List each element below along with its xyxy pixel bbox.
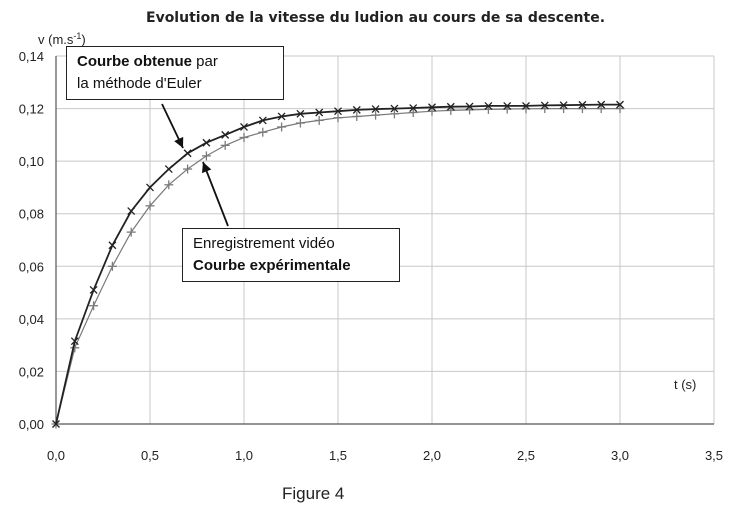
data-point-x-marker <box>52 420 60 428</box>
y-tick-label: 0,14 <box>19 49 44 64</box>
data-point-x-marker <box>428 103 436 112</box>
data-point-x-marker <box>146 183 154 192</box>
data-point-x-marker <box>240 123 248 131</box>
data-point-x-marker <box>183 149 192 158</box>
euler-callout-line1: Courbe obtenue par <box>77 51 273 73</box>
y-tick-label: 0,04 <box>19 312 44 327</box>
data-point-x-marker <box>89 285 98 294</box>
chart-title: Evolution de la vitesse du ludion au cou… <box>146 10 605 26</box>
data-point-x-marker <box>127 207 136 216</box>
euler-callout-bold: Courbe obtenue <box>77 53 192 70</box>
x-tick-label: 3,5 <box>705 448 723 463</box>
data-point-plus-marker <box>314 115 324 125</box>
data-point-x-marker <box>597 100 606 109</box>
x-tick-label: 1,0 <box>235 448 253 463</box>
data-point-x-marker <box>277 112 286 121</box>
video-callout-line1: Enregistrement vidéo <box>193 235 335 252</box>
video-arrow <box>201 161 229 227</box>
data-point-x-marker <box>334 107 342 116</box>
data-point-plus-marker <box>371 110 381 120</box>
data-point-plus-marker <box>239 132 249 142</box>
figure-label: Figure 4 <box>282 484 345 503</box>
data-point-x-marker <box>578 100 587 109</box>
data-point-x-marker <box>164 165 173 173</box>
euler-callout: Courbe obtenue par la méthode d'Euler <box>66 46 284 100</box>
euler-callout-rest: par <box>192 53 218 70</box>
video-callout: Enregistrement vidéo Courbe expérimental… <box>182 228 400 282</box>
data-point-plus-marker <box>333 113 343 123</box>
data-point-plus-marker <box>183 164 193 174</box>
data-point-x-marker <box>409 104 418 113</box>
data-point-x-marker <box>221 130 230 139</box>
data-point-x-marker <box>202 138 211 147</box>
y-tick-label: 0,12 <box>19 102 44 117</box>
data-point-x-marker <box>352 105 361 114</box>
y-tick-label: 0,10 <box>19 154 44 169</box>
data-point-plus-marker <box>596 104 606 114</box>
data-point-plus-marker <box>295 118 305 128</box>
data-point-plus-marker <box>145 201 155 211</box>
data-point-x-marker <box>465 102 474 111</box>
data-point-x-marker <box>315 108 324 117</box>
x-axis-label: t (s) <box>674 377 696 392</box>
data-point-x-marker <box>503 101 512 110</box>
y-axis-label: v (m.s-1) <box>38 31 86 47</box>
data-point-x-marker <box>108 241 117 250</box>
annotation-arrows <box>161 103 229 227</box>
data-point-plus-marker <box>89 301 99 311</box>
data-point-x-marker <box>616 100 624 109</box>
x-tick-label: 2,5 <box>517 448 535 463</box>
data-point-plus-marker <box>258 127 268 137</box>
data-point-plus-marker <box>389 109 399 119</box>
data-point-plus-marker <box>220 140 230 150</box>
y-tick-label: 0,02 <box>19 364 44 379</box>
data-point-plus-marker <box>164 180 174 190</box>
data-point-x-marker <box>559 101 568 110</box>
y-tick-label: 0,06 <box>19 259 44 274</box>
data-point-x-marker <box>522 101 530 110</box>
y-tick-label: 0,08 <box>19 207 44 222</box>
x-tick-label: 0,5 <box>141 448 159 463</box>
y-tick-label: 0,00 <box>19 417 44 432</box>
data-point-plus-marker <box>107 261 117 271</box>
data-point-x-marker <box>446 102 455 111</box>
data-point-x-marker <box>540 101 549 110</box>
tick-labels: 0,0 0,5 1,0 1,5 2,0 2,5 3,0 3,5 0,00 0,02 0,04 0,06… <box>19 49 723 463</box>
data-point-plus-marker <box>408 108 418 118</box>
series-layer <box>51 100 625 429</box>
data-point-plus-marker <box>126 227 136 237</box>
x-tick-label: 0,0 <box>47 448 65 463</box>
data-point-plus-marker <box>352 111 362 121</box>
data-point-x-marker <box>258 116 267 125</box>
data-point-x-marker <box>296 109 305 118</box>
data-point-x-marker <box>70 337 79 346</box>
x-tick-label: 3,0 <box>611 448 629 463</box>
data-point-plus-marker <box>615 104 625 114</box>
x-tick-label: 1,5 <box>329 448 347 463</box>
data-point-x-marker <box>390 104 399 113</box>
data-point-x-marker <box>371 105 380 114</box>
data-point-plus-marker <box>277 122 287 132</box>
euler-arrow <box>161 103 184 149</box>
data-point-plus-marker <box>201 151 211 161</box>
data-point-x-marker <box>484 101 493 110</box>
x-tick-label: 2,0 <box>423 448 441 463</box>
video-callout-line2: Courbe expérimentale <box>193 257 351 274</box>
euler-callout-line2: la méthode d'Euler <box>77 75 202 92</box>
series-euler <box>52 100 624 428</box>
series-experimental <box>51 104 625 429</box>
axes <box>55 56 714 425</box>
